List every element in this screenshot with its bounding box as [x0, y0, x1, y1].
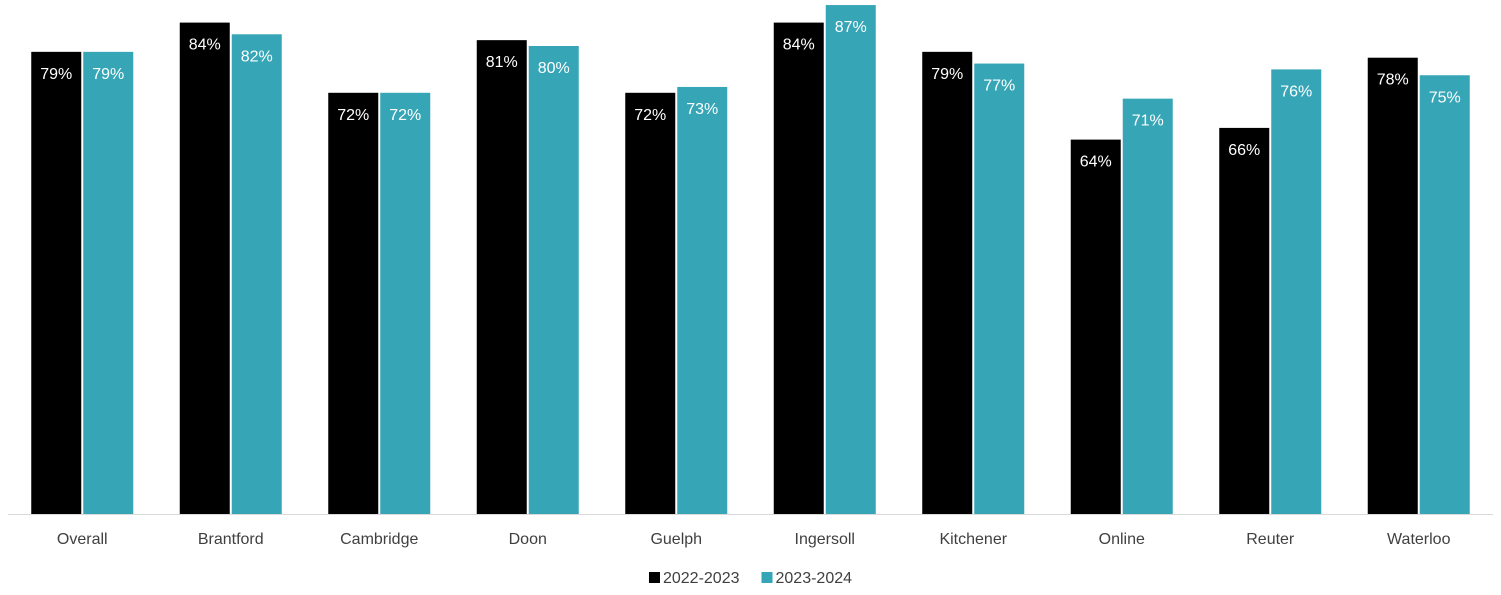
category-label-cambridge: Cambridge [340, 531, 418, 548]
bar-ingersoll-2023-2024 [825, 5, 876, 515]
data-label-brantford-2022-2023: 84% [189, 37, 221, 54]
legend: 2022-2023 2023-2024 [648, 570, 853, 587]
bar-doon-2023-2024 [528, 46, 579, 514]
legend-label-2022-2023: 2022-2023 [663, 570, 740, 587]
bar-guelph-2022-2023 [625, 92, 676, 515]
data-label-doon-2022-2023: 81% [486, 54, 518, 71]
bar-brantford-2023-2024 [231, 34, 282, 515]
bar-reuter-2023-2024 [1271, 69, 1322, 515]
data-label-kitchener-2023-2024: 77% [983, 78, 1015, 95]
category-label-guelph: Guelph [650, 531, 702, 548]
category-label-online: Online [1099, 531, 1145, 548]
data-label-reuter-2022-2023: 66% [1228, 142, 1260, 159]
data-label-online-2023-2024: 71% [1132, 113, 1164, 130]
legend-item-2022-2023: 2022-2023 [648, 570, 740, 587]
data-label-guelph-2023-2024: 73% [686, 101, 718, 118]
data-label-waterloo-2023-2024: 75% [1429, 89, 1461, 106]
legend-item-2023-2024: 2023-2024 [761, 570, 853, 587]
bar-brantford-2022-2023 [179, 22, 230, 514]
category-label-ingersoll: Ingersoll [795, 531, 855, 548]
category-label-overall: Overall [57, 531, 108, 548]
category-label-reuter: Reuter [1246, 531, 1295, 548]
bar-doon-2022-2023 [476, 40, 527, 515]
legend-swatch-2023-2024 [761, 572, 773, 583]
data-label-cambridge-2023-2024: 72% [389, 107, 421, 124]
data-label-ingersoll-2023-2024: 87% [835, 19, 867, 36]
bars-layer: 79% 79% 84% 82% 72% 72% 81% 80% 72% 73% 84% 87% 79% 7… [31, 5, 1470, 515]
data-label-brantford-2023-2024: 82% [241, 48, 273, 65]
category-label-brantford: Brantford [198, 531, 264, 548]
category-label-kitchener: Kitchener [939, 531, 1007, 548]
data-label-cambridge-2022-2023: 72% [337, 107, 369, 124]
data-label-guelph-2022-2023: 72% [634, 107, 666, 124]
category-label-doon: Doon [509, 531, 547, 548]
legend-swatch-2022-2023 [648, 572, 660, 583]
bar-online-2023-2024 [1122, 98, 1173, 515]
data-label-waterloo-2022-2023: 78% [1377, 72, 1409, 89]
bar-guelph-2023-2024 [677, 86, 728, 514]
data-label-overall-2023-2024: 79% [92, 66, 124, 83]
bar-kitchener-2022-2023 [922, 51, 973, 514]
bar-waterloo-2022-2023 [1367, 57, 1418, 514]
category-labels: Overall Brantford Cambridge Doon Guelph Inger… [57, 531, 1451, 548]
data-label-ingersoll-2022-2023: 84% [783, 37, 815, 54]
category-label-waterloo: Waterloo [1387, 531, 1451, 548]
bar-online-2022-2023 [1070, 139, 1121, 514]
legend-label-2023-2024: 2023-2024 [776, 570, 853, 587]
data-label-overall-2022-2023: 79% [40, 66, 72, 83]
bar-overall-2023-2024 [83, 51, 134, 514]
bar-cambridge-2022-2023 [328, 92, 379, 515]
data-label-online-2022-2023: 64% [1080, 154, 1112, 171]
bar-ingersoll-2022-2023 [773, 22, 824, 514]
bar-kitchener-2023-2024 [974, 63, 1025, 515]
bar-cambridge-2023-2024 [380, 92, 431, 515]
data-label-kitchener-2022-2023: 79% [931, 66, 963, 83]
data-label-doon-2023-2024: 80% [538, 60, 570, 77]
bar-overall-2022-2023 [31, 51, 82, 514]
bar-waterloo-2023-2024 [1419, 75, 1470, 514]
data-label-reuter-2023-2024: 76% [1280, 83, 1312, 100]
bar-reuter-2022-2023 [1219, 127, 1270, 515]
